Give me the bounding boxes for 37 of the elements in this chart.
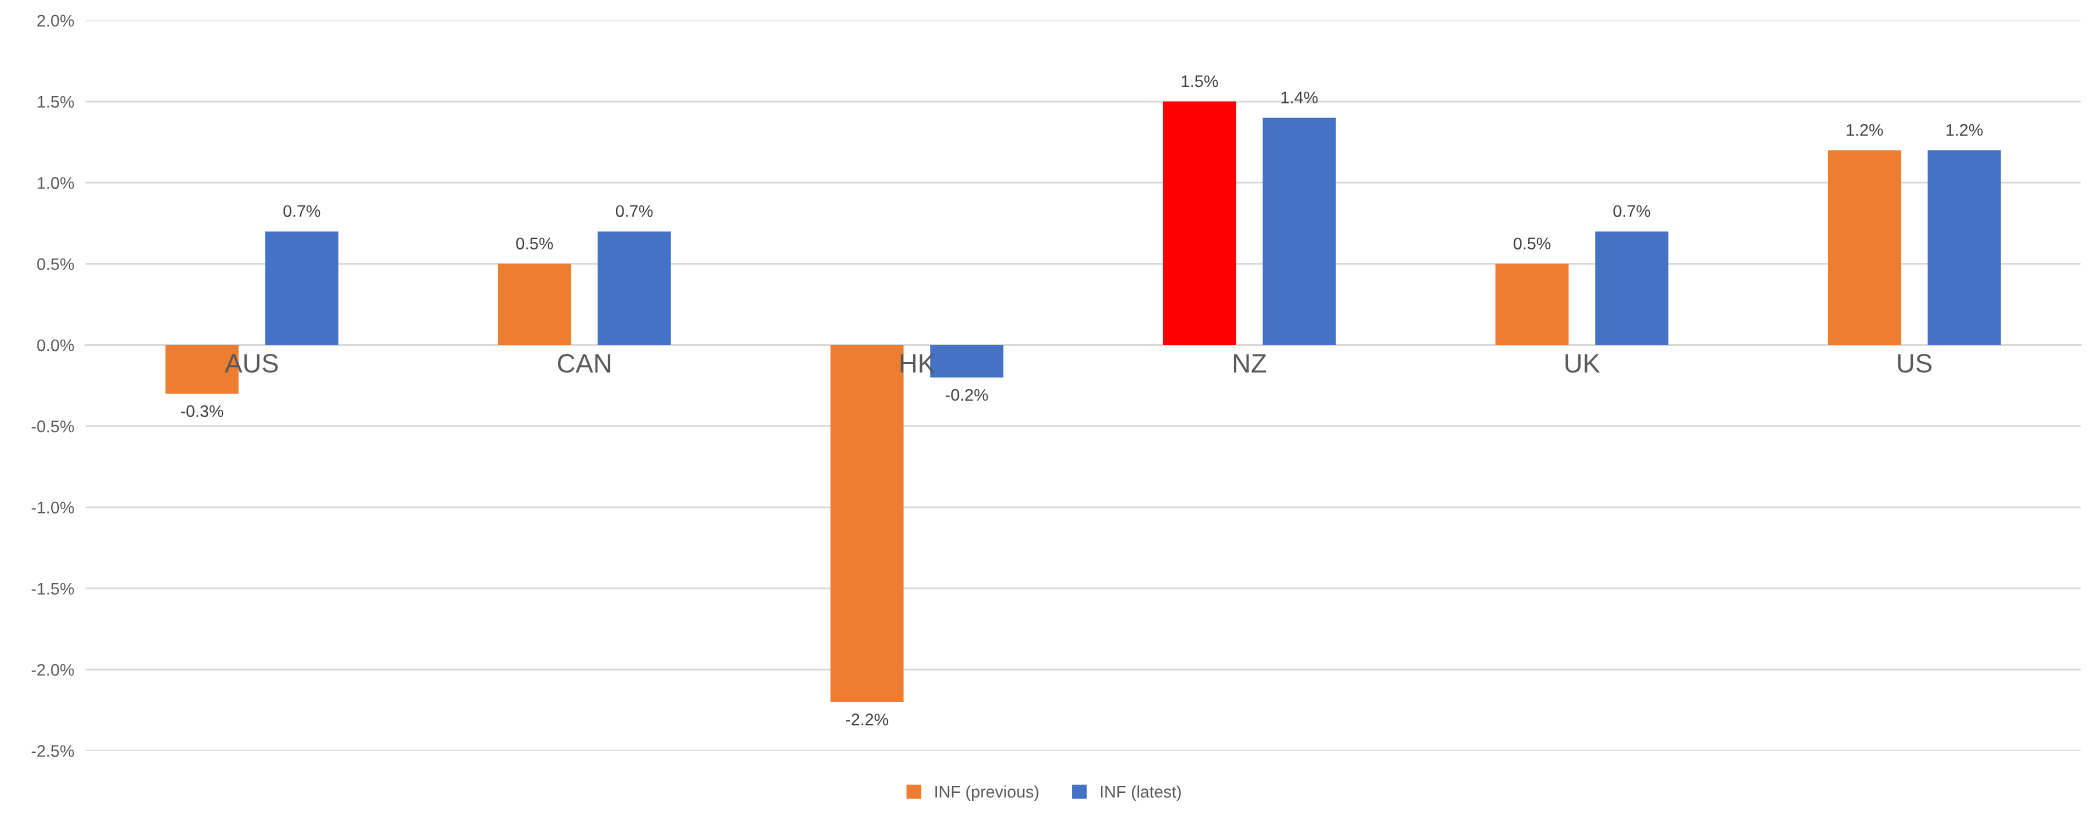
data-label: 1.2% [1846, 124, 1883, 136]
data-label: 1.2% [1946, 124, 1983, 136]
y-tick-label: -0.5% [31, 420, 74, 433]
data-label: -0.2% [945, 389, 988, 401]
bar [1262, 117, 1336, 345]
data-label: 0.5% [1513, 237, 1551, 250]
data-label: 0.7% [283, 205, 321, 217]
data-label: 1.5% [1181, 75, 1218, 88]
bar [497, 263, 572, 345]
data-label: 1.4% [1281, 91, 1318, 104]
y-tick-label: -1.0% [31, 501, 74, 514]
legend-label: INF (previous) [935, 785, 1039, 801]
bar [265, 231, 339, 345]
bar [597, 231, 671, 345]
y-tick-label: 1.5% [37, 96, 74, 108]
y-tick-label: 0.0% [37, 339, 74, 352]
bar [1927, 150, 2001, 345]
y-tick-label: -2.0% [31, 663, 74, 676]
data-label: -0.3% [181, 405, 224, 418]
bar [1595, 231, 1669, 345]
x-tick-label: CAN [557, 354, 611, 373]
data-label: -2.2% [845, 713, 889, 726]
x-tick-label: US [1898, 354, 1932, 373]
data-label: 0.5% [516, 237, 553, 250]
y-tick-label: 1.0% [37, 177, 74, 189]
y-tick-label: -1.5% [31, 582, 74, 595]
data-label: 0.7% [1613, 205, 1651, 217]
y-tick-label: 2.0% [37, 14, 74, 27]
bar [1162, 101, 1237, 345]
bar [1495, 263, 1569, 345]
x-tick-label: NZ [1233, 354, 1267, 373]
y-tick-label: 0.5% [37, 258, 74, 271]
y-tick-label: -2.5% [31, 745, 74, 757]
legend-label: INF (latest) [1100, 785, 1181, 801]
data-label: 0.7% [615, 205, 653, 217]
bar [1827, 150, 1902, 345]
x-tick-label: UK [1565, 354, 1600, 373]
